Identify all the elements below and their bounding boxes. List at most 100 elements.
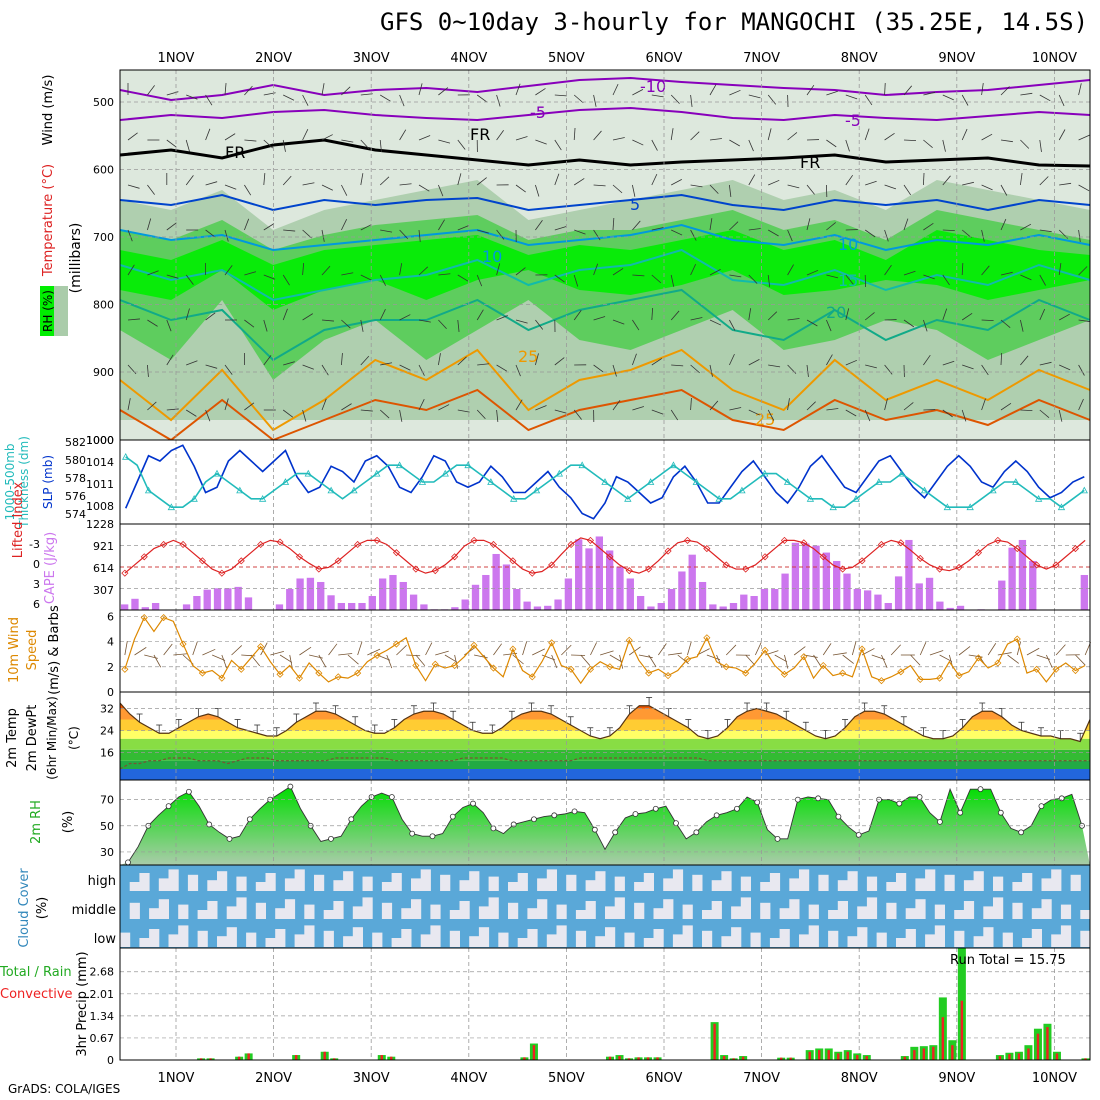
li-marker — [606, 553, 614, 561]
wind-barb — [903, 85, 913, 96]
cape-bar — [1080, 574, 1088, 610]
precip-tick: 1.34 — [90, 1010, 115, 1023]
cape-bar — [513, 588, 521, 610]
cloud-block — [750, 932, 761, 947]
cloud-block — [643, 938, 654, 947]
thickness-axis-label: Thickness (dm) — [17, 436, 31, 529]
wind-barb — [418, 319, 431, 323]
wind-barb — [962, 181, 974, 186]
cloud-block — [915, 899, 926, 919]
cloud-block — [391, 938, 402, 947]
cloud-block — [1022, 873, 1033, 891]
cloud-level-label: low — [94, 932, 117, 947]
wind-barb — [981, 83, 984, 96]
wind-barb — [399, 364, 411, 371]
date-label-top: 1NOV — [158, 51, 195, 66]
cape-bar — [358, 602, 366, 610]
thickness-marker — [920, 486, 929, 494]
wind-barb — [806, 364, 809, 377]
cloud-block — [702, 910, 713, 919]
cape-bar — [884, 602, 892, 610]
cloud-block — [789, 899, 800, 919]
cloud-block — [605, 906, 616, 919]
wind-marker — [237, 665, 245, 673]
wind-marker — [548, 639, 556, 647]
wind-barb — [457, 225, 470, 231]
li-marker — [916, 554, 924, 562]
wind-barb — [535, 353, 539, 366]
cloud-block — [420, 934, 431, 947]
cape-li-panel: -3 0 3 6 1228 921 614 307 Lifted Index CAPE (J/kg… — [11, 481, 1091, 611]
wind-barb — [438, 139, 451, 144]
wind-barb — [729, 89, 741, 96]
precip-conv-bar — [390, 1056, 393, 1060]
cloud-block — [566, 874, 577, 891]
wind-marker — [257, 643, 265, 651]
wind-barb — [864, 312, 875, 321]
contour-label: FR — [470, 125, 490, 144]
cape-bar — [946, 607, 954, 610]
slp-tick: 1014 — [86, 456, 114, 469]
cloud-block — [537, 899, 548, 919]
wind-barb — [541, 654, 556, 661]
wind-barb — [561, 644, 572, 656]
wind-marker — [742, 669, 750, 677]
precip-conv-bar — [380, 1055, 383, 1060]
date-label-top: 8NOV — [841, 51, 878, 66]
cape-bar — [956, 605, 965, 610]
wind-barb — [515, 319, 528, 324]
precip-conv-bar — [856, 1055, 859, 1060]
li-marker — [140, 553, 148, 561]
rh-marker — [449, 813, 456, 820]
wind-barb — [147, 270, 159, 276]
cape-tick: 614 — [93, 562, 114, 575]
wind-barb — [554, 409, 567, 414]
wind-barb — [224, 133, 236, 141]
cloud-block — [226, 906, 237, 919]
wind-barb — [341, 86, 351, 96]
dewpt-line — [119, 757, 1090, 770]
wind-barb — [768, 229, 779, 237]
temperature-contour — [119, 388, 1091, 442]
wind-barb — [961, 94, 969, 106]
rh-tick: 30 — [100, 846, 114, 859]
contour-label: 25 — [518, 347, 538, 366]
wind-barb — [535, 220, 543, 231]
wind-barb — [418, 229, 421, 242]
temp-tick: 16 — [100, 747, 114, 760]
cloud-block — [634, 902, 645, 919]
wind-barb — [690, 94, 693, 107]
cape-bar — [244, 597, 253, 610]
cloud-block — [207, 901, 218, 919]
slp-thickness-panel: 582 580 578 576 574 1000 1014 1011 1008 1000-500m… — [3, 434, 1091, 529]
wind-barb — [244, 85, 253, 96]
wind-barb — [981, 319, 994, 322]
wind-barb — [658, 643, 667, 656]
cape-bar — [905, 539, 913, 610]
wind-barb — [360, 173, 364, 186]
cloud-block — [323, 910, 334, 919]
wind-barb — [1026, 647, 1040, 656]
cape-bar — [998, 580, 1006, 610]
wind-marker — [819, 661, 827, 670]
cape-bar — [317, 581, 325, 610]
wind-barb — [476, 309, 484, 321]
wind-barb — [942, 175, 951, 186]
temperature-contour — [119, 288, 1091, 362]
cape-bar — [564, 578, 573, 610]
wind-barb — [496, 94, 501, 107]
wind-barb — [367, 648, 381, 656]
cloud-block — [857, 927, 868, 947]
date-label-bottom: 10NOV — [1032, 1071, 1077, 1086]
li-tick: 0 — [33, 558, 40, 571]
wind-barb — [302, 409, 307, 422]
cloud-block — [731, 906, 742, 919]
cloud-block — [449, 930, 460, 947]
wind-barb — [748, 228, 761, 231]
wind-barb — [806, 84, 815, 96]
temperature-contour — [119, 348, 1091, 432]
cloud-block — [517, 938, 528, 947]
cloud-block — [1041, 899, 1052, 919]
date-label-top: 7NOV — [743, 51, 780, 66]
precip-conv-bar — [1046, 1027, 1049, 1060]
